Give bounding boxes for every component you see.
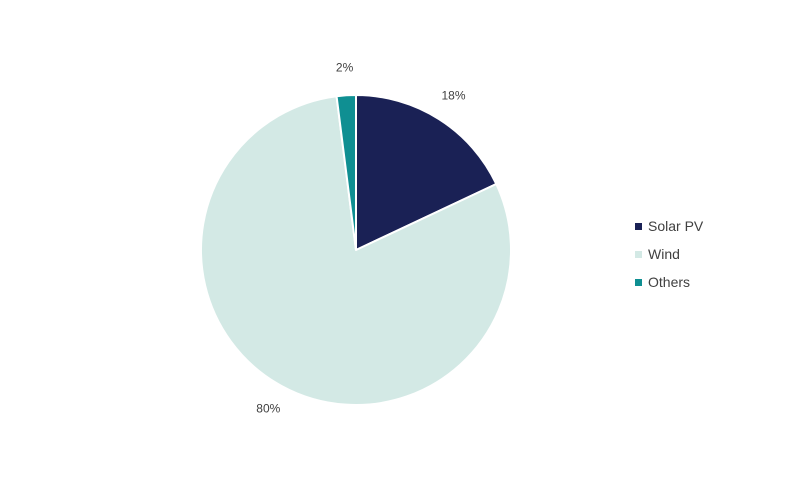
legend-item-wind: Wind <box>635 240 785 268</box>
pie-slices <box>200 94 512 406</box>
legend-item-others: Others <box>635 268 785 296</box>
data-label-solar-pv: 18% <box>441 88 465 102</box>
legend-swatch-others <box>635 278 642 286</box>
legend-swatch-solar-pv <box>635 222 642 230</box>
legend-label-solar-pv: Solar PV <box>648 218 704 234</box>
data-label-wind: 80% <box>256 402 280 416</box>
data-label-others: 2% <box>336 61 354 75</box>
legend-label-others: Others <box>648 274 691 290</box>
legend-swatch-wind <box>635 250 642 258</box>
pie-slice-others <box>335 94 357 251</box>
legend-item-solar-pv: Solar PV <box>635 212 785 240</box>
data-labels: 18% 80% 2% <box>256 61 466 416</box>
pie-slice-solar-pv <box>355 94 498 251</box>
legend-label-wind: Wind <box>648 246 680 262</box>
legend: Solar PV Wind Others <box>635 212 785 296</box>
